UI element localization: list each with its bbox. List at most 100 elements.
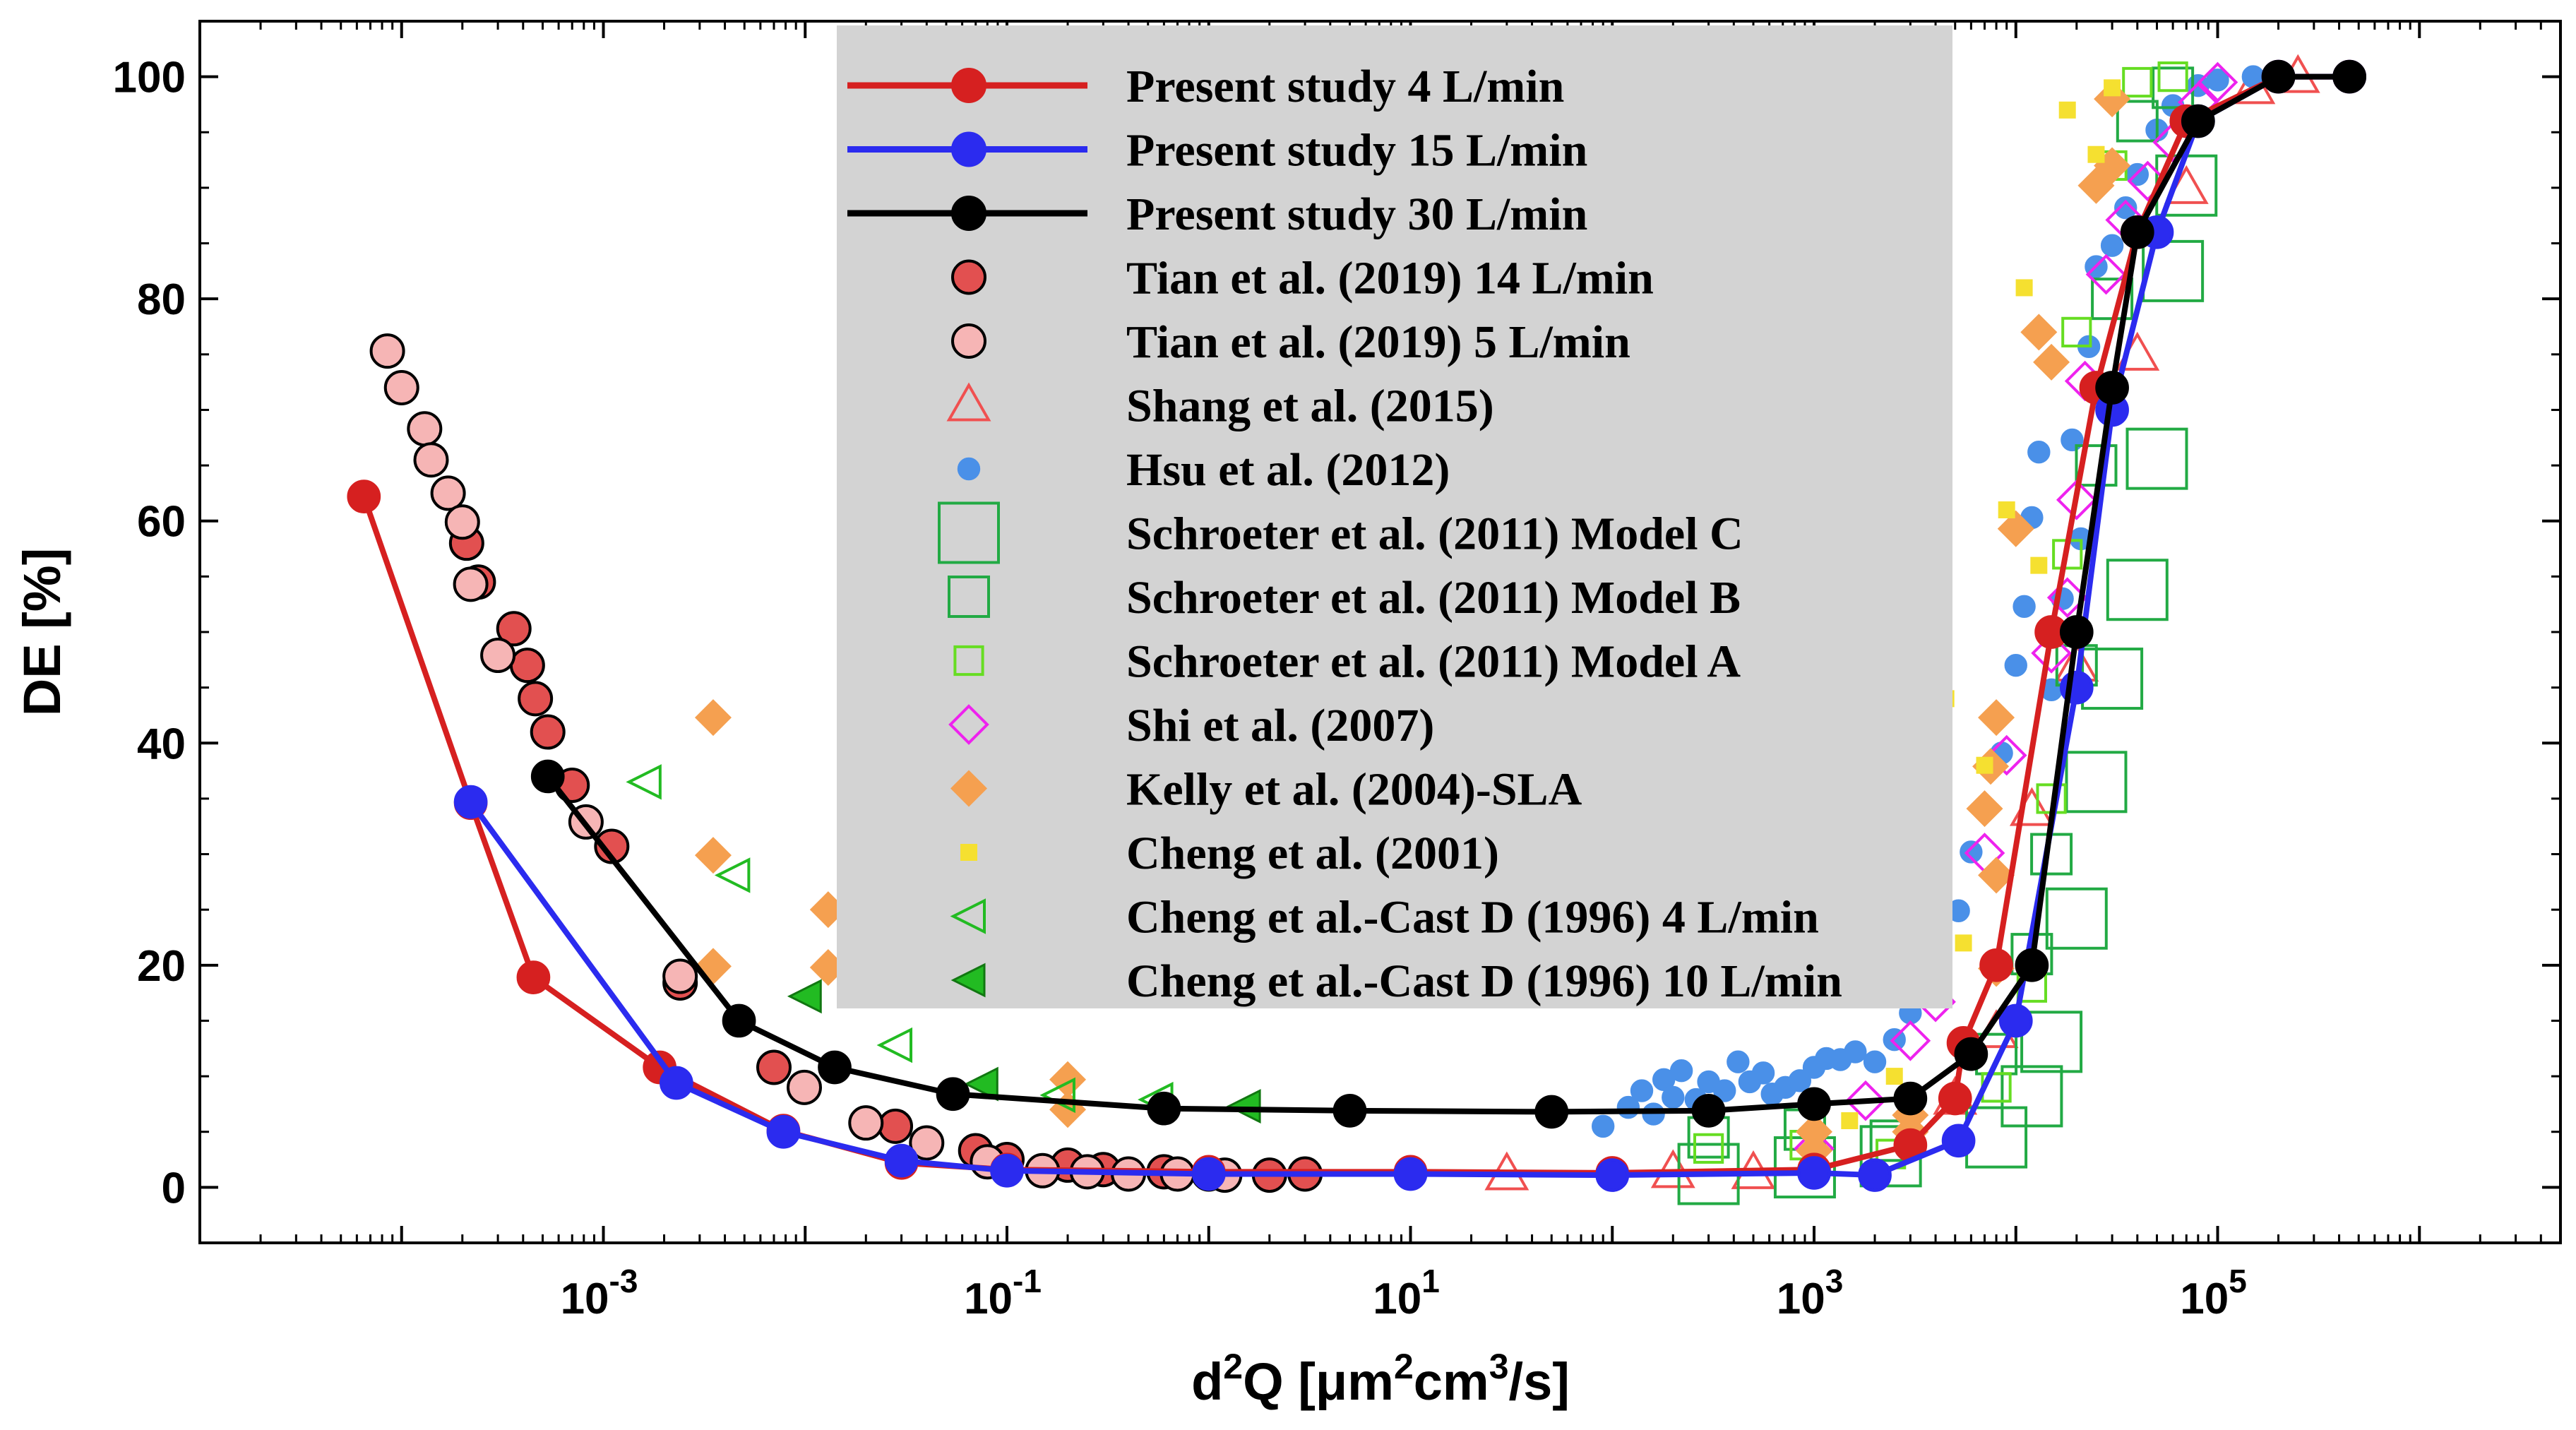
data-point [694,948,732,985]
data-point [453,785,488,819]
data-point [347,479,381,513]
data-point [1797,1156,1831,1190]
data-point [1751,1061,1775,1085]
data-point [2095,371,2129,405]
legend-label: Schroeter et al. (2011) Model A [1126,636,1741,688]
legend-symbol [950,898,986,934]
legend-item: Shi et al. (2007) [948,700,1434,751]
x-axis-title: d2Q [μm2cm3/s] [1191,1347,1570,1411]
data-point [2004,653,2027,677]
legend-item: Tian et al. (2019) 5 L/min [951,316,1630,368]
legend-item: Present study 4 L/min [847,61,1564,112]
legend-item: Present study 30 L/min [847,189,1587,240]
data-point [694,699,732,737]
legend-item: Cheng et al.-Cast D (1996) 4 L/min [950,892,1819,943]
data-point [509,648,545,684]
data-point [1938,1081,1972,1116]
data-point [407,411,443,447]
data-point [1662,1085,1685,1109]
data-point [1966,790,2003,828]
series-layer [347,54,2367,1205]
data-point [1954,1037,1988,1071]
data-point [1595,1158,1630,1192]
data-point [2058,101,2076,119]
data-point [2015,279,2033,297]
data-point [2085,254,2127,295]
data-point [876,1027,913,1063]
data-point [1998,1003,2033,1038]
data-point [2020,1011,2083,1073]
legend-label: Present study 15 L/min [1126,125,1587,177]
data-point [1976,756,1993,774]
data-point [2061,428,2084,452]
legend-symbol [951,259,986,295]
data-point [1788,1069,1812,1092]
data-point [2046,577,2088,619]
data-point [1844,1040,1867,1063]
series-line [468,73,2350,1179]
legend-label: Present study 30 L/min [1126,189,1587,240]
data-point [756,1049,792,1085]
legend-symbol [950,963,986,998]
legend-symbol [957,457,981,481]
y-tick-label: 0 [162,1164,186,1212]
data-point [884,1143,919,1178]
data-point [530,759,565,794]
legend-label: Shang et al. (2015) [1126,381,1494,432]
x-tick-label: 10-1 [964,1263,1042,1323]
legend-symbol [951,196,986,231]
data-point [430,475,466,511]
data-point [1893,1081,1928,1116]
legend-symbol [950,770,987,807]
y-tick-label: 20 [137,942,186,991]
series-line [545,73,2350,1115]
legend-item: Cheng et al.-Cast D (1996) 10 L/min [950,955,1842,1007]
data-point [1978,699,2015,737]
data-point [1393,1157,1428,1191]
data-point [1998,501,2015,518]
legend-label: Cheng et al.-Cast D (1996) 4 L/min [1126,892,1819,943]
data-point [1693,1133,1724,1164]
data-point [1591,1114,1615,1138]
data-point [714,857,751,893]
data-point [1332,1093,1367,1128]
data-point [1642,1102,1665,1126]
legend-symbol [951,131,986,167]
data-point [2087,145,2105,163]
legend-symbol [960,844,977,861]
x-tick-label: 103 [1777,1263,1844,1323]
data-point [1979,948,2013,982]
legend-symbol [951,323,986,359]
data-point [2206,68,2229,92]
legend-item: Tian et al. (2019) 14 L/min [951,253,1654,304]
data-point [1960,840,1983,864]
legend-symbol [953,645,984,677]
data-point [1997,510,2034,547]
data-point [2157,61,2188,93]
data-point [1845,1080,1886,1121]
data-point [1147,1091,1181,1126]
data-point [2100,234,2124,257]
data-point [1955,934,1972,952]
data-point [2031,633,2072,674]
legend-symbol [946,382,991,422]
data-point [2000,1065,2063,1128]
data-point [1941,1124,1976,1158]
legend-symbol [938,501,1000,564]
data-point [2332,59,2367,94]
data-point [1713,1079,1736,1102]
legend-label: Hsu et al. (2012) [1126,444,1450,496]
legend-item: Schroeter et al. (2011) Model A [953,636,1741,688]
y-tick-label: 80 [137,275,186,324]
data-point [1049,1091,1087,1128]
data-point [2120,215,2154,249]
y-axis-title: DE [%] [13,548,71,716]
data-point [2061,316,2092,347]
y-tick-label: 100 [113,54,186,102]
legend-label: Present study 4 L/min [1126,61,1564,112]
data-point [516,960,551,994]
x-tick-label: 10-3 [561,1263,638,1323]
legend-label: Schroeter et al. (2011) Model C [1126,508,1743,560]
legend-item: Shang et al. (2015) [946,381,1494,432]
data-point [694,837,732,874]
